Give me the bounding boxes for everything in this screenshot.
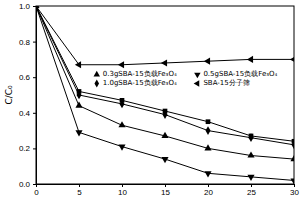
legend: 0.3gSBA-15负载Fe₃O₄ 0.5gSBA-15负载Fe₃O₄ 1.0gSB… — [94, 70, 278, 87]
legend-item: 1.0gSBA-15负载Fe₃O₄ — [94, 79, 176, 87]
y-tick: 0.8 — [19, 38, 36, 47]
y-tick: 0.0 — [19, 180, 36, 189]
series-marker — [118, 145, 125, 151]
legend-item: SBA-15分子筛 — [194, 79, 250, 87]
x-tick-mark — [165, 184, 166, 187]
series-marker — [290, 56, 294, 63]
legend-marker — [94, 71, 100, 77]
y-tick-mark — [33, 42, 36, 43]
legend-marker — [94, 80, 99, 88]
series-line — [36, 6, 294, 180]
series-marker — [75, 130, 82, 136]
x-tick-mark — [294, 184, 295, 187]
x-tick-label: 15 — [161, 188, 170, 197]
legend-label: 0.5gSBA-15负载Fe₃O₄ — [203, 70, 277, 78]
y-tick-mark — [33, 148, 36, 149]
series-marker — [36, 6, 38, 10]
y-tick-label: 0.6 — [19, 73, 31, 82]
y-tick: 0.2 — [19, 144, 36, 153]
series-marker — [119, 100, 124, 109]
y-tick-label: 0.4 — [19, 109, 31, 118]
series-marker — [290, 155, 294, 161]
series-marker — [75, 61, 81, 68]
y-axis: 0.0 0.2 0.4 0.6 0.8 1.0 — [19, 2, 37, 189]
x-tick-label: 20 — [204, 188, 213, 197]
y-tick-label: 0.2 — [19, 144, 31, 153]
series-marker — [76, 91, 81, 100]
x-tick-label: 30 — [290, 188, 299, 197]
y-axis-line — [33, 7, 37, 185]
series-marker — [162, 110, 167, 119]
x-tick-label: 5 — [77, 188, 82, 197]
x-tick: 25 — [247, 184, 256, 197]
legend-marker — [194, 73, 200, 79]
series-marker — [75, 102, 82, 108]
x-axis: 0 5 10 15 20 25 30 — [34, 184, 299, 197]
series-marker — [204, 144, 211, 150]
series-marker — [248, 133, 253, 142]
series-marker — [247, 56, 253, 63]
series-marker — [118, 61, 124, 68]
series-marker — [247, 151, 254, 157]
plot-frame — [36, 6, 294, 184]
series-marker — [118, 121, 125, 127]
y-axis-title: C/C₀ — [4, 85, 14, 105]
series-line — [36, 6, 294, 65]
series-line — [36, 6, 294, 145]
x-tick: 20 — [204, 184, 213, 197]
y-tick-label: 1.0 — [19, 2, 31, 11]
x-tick-label: 10 — [118, 188, 127, 197]
legend-label: 1.0gSBA-15负载Fe₃O₄ — [103, 79, 177, 87]
x-tick-mark — [251, 184, 252, 187]
series-marker — [161, 157, 168, 163]
x-tick-label: 25 — [247, 188, 256, 197]
legend-item: 0.3gSBA-15负载Fe₃O₄ — [94, 70, 177, 78]
x-tick: 15 — [161, 184, 170, 197]
y-tick: 0.6 — [19, 73, 36, 82]
plot: 0 5 10 15 20 25 30 0.0 0.2 0.4 0.6 0.8 1.0 0.3gSBA-15… — [19, 2, 300, 197]
legend-marker — [194, 80, 200, 86]
legend-label: SBA-15分子筛 — [203, 79, 249, 87]
y-tick: 0.4 — [19, 109, 36, 118]
x-tick-mark — [79, 184, 80, 187]
x-tick-label: 0 — [34, 188, 39, 197]
chart: 0 5 10 15 20 25 30 0.0 0.2 0.4 0.6 0.8 1.0 0.3gSBA-15… — [0, 0, 300, 200]
y-tick-mark — [33, 77, 36, 78]
x-tick-mark — [122, 184, 123, 187]
series-marker — [204, 171, 211, 177]
x-tick-mark — [208, 184, 209, 187]
series-marker — [161, 132, 168, 138]
marks — [36, 6, 294, 184]
x-tick: 0 — [34, 184, 39, 197]
x-tick: 5 — [77, 184, 82, 197]
legend-item: 0.5gSBA-15负载Fe₃O₄ — [194, 70, 277, 78]
y-tick: 1.0 — [19, 2, 36, 11]
series-marker — [161, 59, 167, 66]
y-tick-label: 0.0 — [19, 180, 31, 189]
y-tick-mark — [33, 6, 36, 7]
legend-label: 0.3gSBA-15负载Fe₃O₄ — [103, 70, 177, 78]
x-tick: 30 — [290, 184, 299, 197]
series-marker — [204, 58, 210, 65]
series-marker — [205, 126, 210, 135]
series-line — [36, 6, 294, 159]
series-marker — [290, 178, 294, 184]
series-marker — [291, 140, 294, 149]
series-marker — [206, 119, 211, 124]
x-tick: 10 — [118, 184, 127, 197]
y-tick-label: 0.8 — [19, 38, 31, 47]
x-axis-line — [37, 185, 295, 188]
series-marker — [247, 175, 254, 181]
y-tick-mark — [33, 184, 36, 185]
y-tick-mark — [33, 113, 36, 114]
